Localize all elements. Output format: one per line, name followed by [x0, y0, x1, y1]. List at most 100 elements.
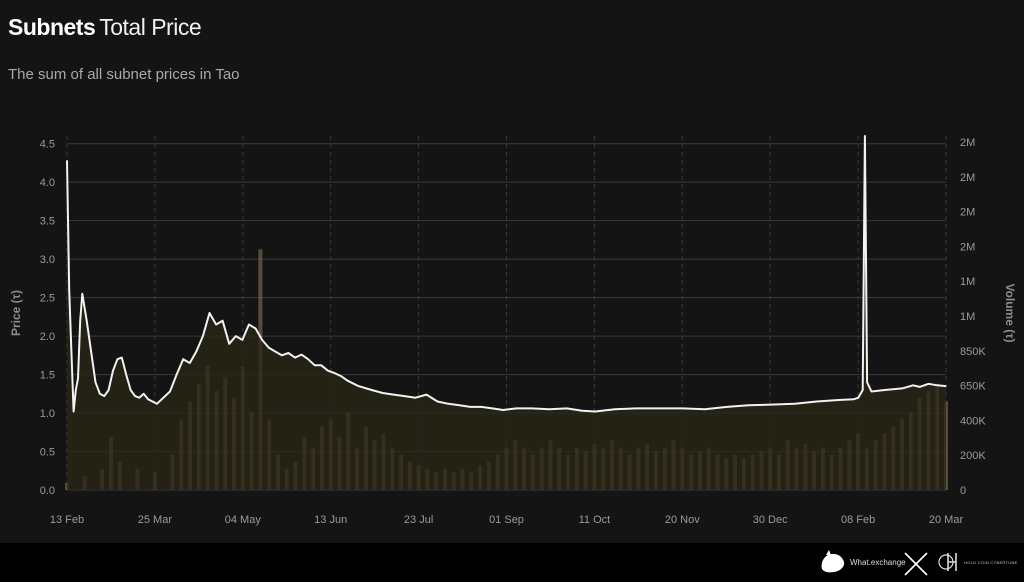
- price-point: [614, 408, 616, 410]
- price-point: [480, 406, 482, 408]
- x-tick-label: 20 Nov: [665, 514, 700, 526]
- price-point: [704, 408, 706, 410]
- price-point: [103, 395, 105, 397]
- price-point: [134, 395, 136, 397]
- price-point: [294, 357, 296, 359]
- x-tick-label: 13 Jun: [314, 514, 347, 526]
- price-point: [660, 407, 662, 410]
- price-point: [912, 384, 914, 386]
- y2-tick-label: 2M: [960, 241, 975, 253]
- y-tick-label: 4.0: [40, 177, 55, 189]
- price-point: [866, 381, 868, 383]
- y2-tick-label: 2M: [960, 172, 975, 184]
- price-point: [748, 404, 750, 406]
- price-point: [75, 389, 77, 391]
- price-point: [393, 393, 395, 396]
- price-point: [222, 320, 224, 322]
- price-point: [189, 362, 191, 364]
- price-point: [837, 399, 840, 401]
- x-tick-label: 20 Mar: [929, 514, 964, 526]
- x-tick-label: 08 Feb: [841, 514, 875, 526]
- price-point: [901, 387, 903, 390]
- y2-tick-label: 2M: [960, 137, 975, 149]
- price-point: [458, 404, 460, 406]
- price-point: [357, 385, 360, 387]
- price-point: [79, 320, 81, 322]
- price-point: [682, 407, 684, 410]
- price-point: [287, 352, 289, 354]
- y2-axis-title: Volume (τ): [1003, 283, 1017, 342]
- price-point: [327, 370, 329, 372]
- whale-icon: [821, 550, 845, 573]
- price-point: [548, 408, 550, 410]
- price-point: [99, 393, 101, 395]
- price-point: [81, 293, 83, 295]
- chart-title-bold: Subnets: [8, 14, 96, 40]
- price-point: [208, 312, 211, 314]
- price-point: [531, 407, 533, 410]
- y2-tick-label: 0: [960, 485, 966, 497]
- price-point: [72, 410, 75, 413]
- price-point: [241, 339, 243, 341]
- price-point: [857, 397, 859, 399]
- price-point: [594, 410, 596, 413]
- price-point: [436, 400, 439, 403]
- hold-coin-logo[interactable]: HOLD COIN CYBERTUNE: [938, 550, 1018, 574]
- price-point: [936, 384, 938, 386]
- price-point: [70, 350, 72, 353]
- price-point: [816, 400, 818, 403]
- price-line: [66, 135, 947, 413]
- price-point: [502, 409, 504, 411]
- price-point: [202, 335, 204, 337]
- price-point: [112, 370, 114, 372]
- brand-right-label: HOLD COIN CYBERTUNE: [964, 559, 1018, 565]
- y-tick-label: 2.0: [40, 331, 55, 343]
- price-point: [320, 364, 322, 366]
- chart-title: Subnets Total Price: [8, 14, 202, 41]
- price-point: [919, 386, 921, 388]
- price-point: [862, 389, 864, 391]
- y-tick-label: 0.5: [40, 447, 55, 459]
- price-point: [268, 347, 270, 349]
- price-point: [414, 397, 417, 399]
- price-point: [248, 323, 250, 326]
- price-point: [86, 320, 88, 322]
- y-tick-label: 4.5: [40, 139, 55, 151]
- price-area: [67, 136, 946, 490]
- price-point: [884, 389, 886, 391]
- price-point: [340, 375, 342, 377]
- price-point: [515, 407, 517, 410]
- price-point: [581, 410, 583, 412]
- price-point: [403, 395, 406, 397]
- y-tick-label: 1.0: [40, 408, 55, 420]
- price-point: [382, 392, 384, 394]
- x-tick-label: 04 May: [225, 514, 262, 526]
- price-point: [491, 407, 493, 410]
- y2-tick-label: 200K: [960, 450, 986, 462]
- price-point: [147, 398, 149, 400]
- what-exchange-logo[interactable]: What.exchange: [818, 549, 906, 575]
- price-point: [94, 381, 97, 383]
- price-point: [182, 358, 184, 360]
- x-tick-label: 25 Mar: [138, 514, 173, 526]
- price-point: [346, 380, 349, 382]
- price-point: [371, 389, 373, 391]
- price-point: [138, 397, 140, 399]
- price-point: [566, 407, 568, 410]
- x-tick-label: 23 Jul: [404, 514, 433, 526]
- price-point: [125, 373, 127, 376]
- price-point: [162, 397, 165, 399]
- y-tick-label: 3.5: [40, 216, 55, 228]
- y-tick-label: 0.0: [40, 485, 55, 497]
- price-point: [143, 393, 145, 395]
- y-tick-label: 3.0: [40, 254, 55, 266]
- collab-x-icon: [903, 551, 929, 582]
- y2-tick-label: 2M: [960, 207, 975, 219]
- x-tick-label: 13 Feb: [50, 514, 84, 526]
- price-point: [300, 353, 303, 356]
- price-point: [156, 403, 158, 405]
- price-point: [469, 406, 471, 408]
- price-point: [176, 373, 178, 376]
- price-point: [129, 389, 132, 391]
- price-point: [636, 407, 638, 410]
